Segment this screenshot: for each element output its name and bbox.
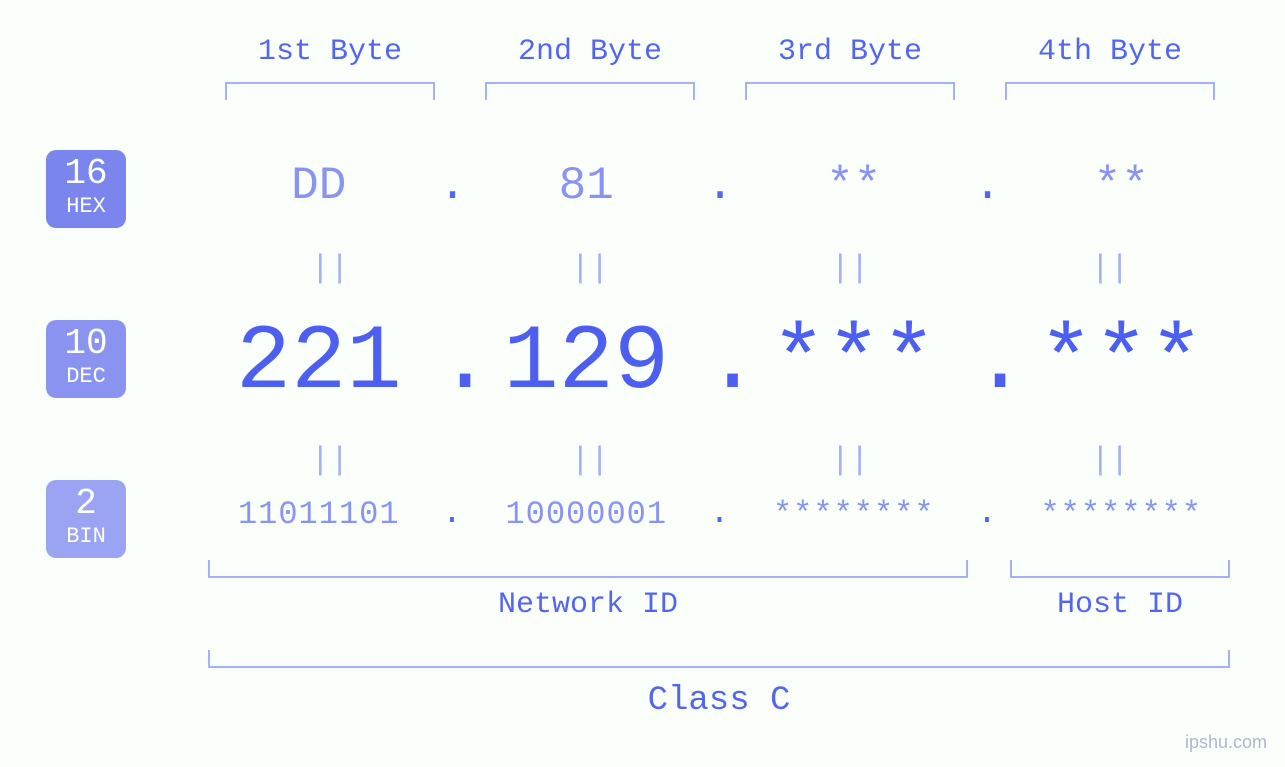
badge-bin-label: BIN [46, 524, 126, 550]
badge-hex-label: HEX [46, 194, 126, 220]
equals-icon: || [465, 442, 715, 479]
equals-icon: || [205, 442, 455, 479]
badge-dec-label: DEC [46, 364, 126, 390]
hex-byte-4: ** [1003, 160, 1241, 212]
dot-separator: . [438, 160, 468, 212]
class-label: Class C [208, 682, 1230, 720]
badge-hex-number: 16 [46, 156, 126, 192]
hex-byte-3: ** [735, 160, 973, 212]
bin-byte-1: 11011101 [200, 496, 438, 533]
dec-row: 221 . 129 . *** . *** [200, 310, 1240, 415]
bin-byte-2: 10000001 [468, 496, 706, 533]
bin-byte-3: ******** [735, 496, 973, 533]
bin-row: 11011101 . 10000001 . ******** . *******… [200, 495, 1240, 533]
dot-separator: . [973, 160, 1003, 212]
dec-byte-1: 221 [200, 310, 438, 415]
dot-separator: . [705, 160, 735, 212]
equals-row-top: || || || || [200, 250, 1240, 287]
equals-icon: || [985, 250, 1235, 287]
dot-separator: . [705, 495, 735, 533]
dot-separator: . [973, 310, 1003, 415]
dot-separator: . [438, 310, 468, 415]
network-id-label: Network ID [208, 588, 968, 622]
dot-separator: . [705, 310, 735, 415]
equals-icon: || [985, 442, 1235, 479]
byte-header-2: 2nd Byte [465, 35, 715, 69]
base-badge-hex: 16 HEX [46, 150, 126, 228]
bracket-icon [1005, 82, 1215, 100]
badge-bin-number: 2 [46, 486, 126, 522]
byte-top-brackets [200, 82, 1240, 100]
base-badge-dec: 10 DEC [46, 320, 126, 398]
bracket-icon [225, 82, 435, 100]
class-bracket-icon [208, 650, 1230, 668]
watermark: ipshu.com [1185, 732, 1267, 753]
host-id-label: Host ID [1010, 588, 1230, 622]
dot-separator: . [973, 495, 1003, 533]
base-badge-bin: 2 BIN [46, 480, 126, 558]
host-id-bracket-icon [1010, 560, 1230, 578]
byte-header-3: 3rd Byte [725, 35, 975, 69]
equals-row-bottom: || || || || [200, 442, 1240, 479]
network-id-bracket-icon [208, 560, 968, 578]
dec-byte-2: 129 [468, 310, 706, 415]
equals-icon: || [205, 250, 455, 287]
hex-row: DD . 81 . ** . ** [200, 160, 1240, 212]
dec-byte-4: *** [1003, 310, 1241, 415]
hex-byte-2: 81 [468, 160, 706, 212]
bin-byte-4: ******** [1003, 496, 1241, 533]
dec-byte-3: *** [735, 310, 973, 415]
byte-header-4: 4th Byte [985, 35, 1235, 69]
bracket-icon [745, 82, 955, 100]
badge-dec-number: 10 [46, 326, 126, 362]
dot-separator: . [438, 495, 468, 533]
equals-icon: || [465, 250, 715, 287]
hex-byte-1: DD [200, 160, 438, 212]
equals-icon: || [725, 442, 975, 479]
equals-icon: || [725, 250, 975, 287]
byte-header-1: 1st Byte [205, 35, 455, 69]
byte-headers-row: 1st Byte 2nd Byte 3rd Byte 4th Byte [200, 35, 1240, 69]
ip-diagram: 1st Byte 2nd Byte 3rd Byte 4th Byte 16 H… [0, 0, 1285, 767]
bracket-icon [485, 82, 695, 100]
